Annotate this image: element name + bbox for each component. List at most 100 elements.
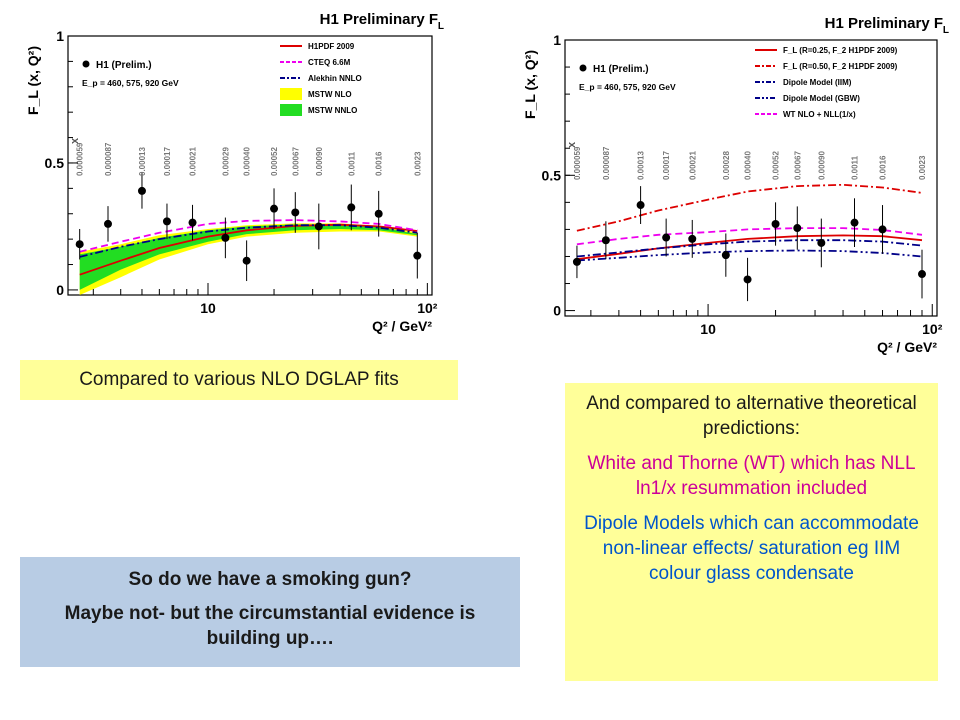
legend-label: Alekhin NNLO — [308, 74, 362, 83]
x-value-label: 0.00021 — [688, 151, 697, 180]
caption-dglap-text: Compared to various NLO DGLAP fits — [79, 369, 399, 390]
data-point — [850, 218, 859, 227]
x-value-label: 0.0016 — [879, 155, 888, 180]
x-value-label: 0.00029 — [221, 147, 230, 176]
series-line-3 — [576, 249, 923, 262]
series-line-2 — [79, 224, 418, 258]
legend-label: H1PDF 2009 — [308, 42, 355, 51]
y-axis-title: F_L (x, Q²) — [25, 46, 41, 115]
legend-data-label: H1 (Prelim.) — [593, 64, 649, 75]
series-line-0 — [79, 223, 418, 276]
data-point — [374, 209, 383, 218]
x-value-label: 0.00021 — [189, 147, 198, 176]
x-value-label: 0.0011 — [347, 151, 356, 176]
plot-frame — [564, 39, 938, 317]
x-axis-title: Q² / GeV² — [877, 339, 937, 355]
summary-box: So do we have a smoking gun? Maybe not- … — [20, 557, 520, 667]
legend-label: MSTW NLO — [308, 90, 352, 99]
caption-alternatives: And compared to alternative theoretical … — [565, 383, 938, 681]
x-value-label: 0.000059 — [573, 146, 582, 180]
data-point — [242, 256, 251, 265]
caption-dglap: Compared to various NLO DGLAP fits — [20, 360, 458, 400]
legend-label: MSTW NNLO — [308, 106, 357, 115]
legend-data-label: H1 (Prelim.) — [96, 60, 152, 71]
data-point — [917, 270, 926, 279]
beam-energy-note: E_p = 460, 575, 920 GeV — [82, 78, 179, 88]
caption-alt-wt: White and Thorne (WT) which has NLL ln1/… — [587, 453, 916, 499]
data-point — [721, 251, 730, 260]
data-point — [572, 257, 581, 266]
x-value-label: 0.00013 — [637, 151, 646, 180]
x-value-label: 0.00040 — [744, 151, 753, 180]
x-value-label: 0.00013 — [138, 147, 147, 176]
x-value-label: 0.00040 — [243, 147, 252, 176]
x-tick-label: 10 — [700, 321, 716, 337]
legend-data-marker — [579, 64, 587, 72]
x-value-label: 0.00090 — [315, 147, 324, 176]
x-value-label: 0.00067 — [793, 151, 802, 180]
data-point — [347, 203, 356, 212]
y-tick-label: 0 — [56, 282, 64, 298]
data-point — [662, 233, 671, 242]
chart-title: H1 Preliminary F — [825, 15, 943, 32]
plot-frame — [67, 35, 433, 296]
legend-swatch — [280, 88, 302, 100]
plot-left-dglap: x 0.000059 0.000087 0.00013 0.00017 0.00021 0.… — [0, 0, 460, 340]
legend-label: F_L (R=0.50, F_2 H1PDF 2009) — [783, 62, 898, 71]
x-value-label: 0.00017 — [163, 147, 172, 176]
chart-title: H1 Preliminary F — [320, 11, 438, 28]
data-point — [636, 201, 645, 210]
data-point — [817, 238, 826, 247]
x-axis-title: Q² / GeV² — [372, 318, 432, 334]
legend-label: WT NLO + NLL(1/x) — [783, 110, 856, 119]
y-tick-label: 0 — [553, 303, 561, 319]
series-line-1 — [79, 219, 418, 253]
y-tick-label: 1 — [553, 32, 561, 48]
legend-label: F_L (R=0.25, F_2 H1PDF 2009) — [783, 46, 898, 55]
x-values-header: x — [69, 137, 81, 144]
legend-label: Dipole Model (GBW) — [783, 94, 860, 103]
x-value-label: 0.000087 — [104, 142, 113, 176]
data-point — [221, 233, 230, 242]
series-line-1 — [576, 183, 923, 232]
chart-title-sub: L — [943, 25, 949, 36]
x-value-label: 0.0023 — [413, 151, 422, 176]
x-value-label: 0.00017 — [662, 151, 671, 180]
x-value-label: 0.00028 — [722, 151, 731, 180]
summary-answer: Maybe not- but the circumstantial eviden… — [64, 603, 476, 649]
data-point — [314, 222, 323, 231]
y-axis-title: F_L (x, Q²) — [522, 50, 538, 119]
data-point — [743, 275, 752, 284]
data-point — [137, 186, 146, 195]
chart-title-sub: L — [438, 21, 444, 32]
y-tick-label: 0.5 — [542, 167, 562, 183]
data-point — [270, 204, 279, 213]
data-point — [188, 218, 197, 227]
data-point — [688, 234, 697, 243]
data-point — [771, 220, 780, 228]
x-value-label: 0.00052 — [772, 151, 781, 180]
x-values-header: x — [566, 141, 578, 148]
x-value-label: 0.00090 — [817, 151, 826, 180]
y-tick-label: 0.5 — [45, 155, 65, 171]
legend-label: Dipole Model (IIM) — [783, 78, 852, 87]
legend-data-marker — [82, 60, 90, 68]
data-point — [413, 251, 422, 260]
x-tick-label: 10 — [200, 300, 216, 316]
data-point — [793, 224, 802, 233]
x-tick-label: 10² — [417, 300, 438, 316]
data-point — [103, 219, 112, 228]
caption-alt-dipole: Dipole Models which can accommodate non-… — [584, 513, 919, 584]
plot-right-alternatives: x 0.000059 0.000087 0.00013 0.00017 0.00021 0.… — [485, 8, 960, 386]
beam-energy-note: E_p = 460, 575, 920 GeV — [579, 82, 676, 92]
series-line-0 — [576, 234, 923, 261]
chart-right-svg: x0.000059 0.000087 0.00013 0.00017 0.00021 0.… — [522, 15, 949, 355]
data-point — [878, 225, 887, 234]
summary-question: So do we have a smoking gun? — [128, 569, 412, 590]
caption-alt-intro: And compared to alternative theoretical … — [586, 393, 917, 439]
x-value-label: 0.0016 — [375, 151, 384, 176]
chart-left-svg: x0.000059 0.000087 0.00013 0.00017 0.00021 0.… — [25, 11, 444, 334]
legend-label: CTEQ 6.6M — [308, 58, 351, 67]
x-value-label: 0.00052 — [270, 147, 279, 176]
data-point — [601, 236, 610, 245]
